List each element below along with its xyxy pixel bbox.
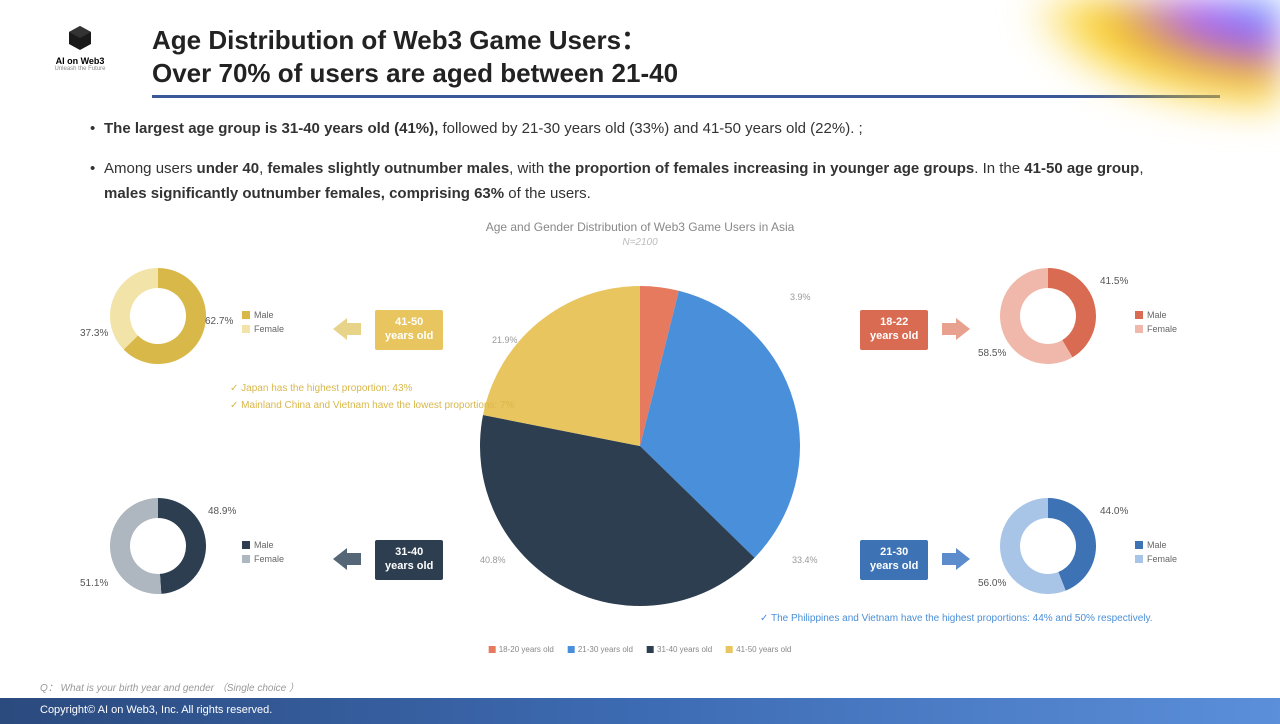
- pie-label-3: 40.8%: [480, 555, 506, 565]
- chart-subtitle: N=2100: [40, 237, 1240, 248]
- pie-label-2: 33.4%: [792, 555, 818, 565]
- chart-area: Age and Gender Distribution of Web3 Game…: [40, 220, 1240, 664]
- donut-21-30-male-label: 44.0%: [1100, 506, 1128, 517]
- donut-18-22-female-label: 58.5%: [978, 348, 1006, 359]
- donut-41-50-male-label: 62.7%: [205, 316, 233, 327]
- bullet-dot-icon: •: [90, 116, 104, 142]
- badge-18-22: 18-22years old: [860, 310, 928, 350]
- main-pie-chart: [480, 286, 800, 611]
- donut-31-40-female-label: 51.1%: [80, 578, 108, 589]
- badge-31-40: 31-40years old: [375, 540, 443, 580]
- logo-tagline: Unleash the Future: [40, 66, 120, 72]
- legend-41-50: Male Female: [242, 310, 284, 338]
- note-41-50: Japan has the highest proportion: 43% Ma…: [230, 380, 515, 414]
- bullet-1-bold: The largest age group is 31-40 years old…: [104, 120, 438, 137]
- footer-bar: Copyright© AI on Web3, Inc. All rights r…: [0, 698, 1280, 724]
- logo-text: AI on Web3: [40, 56, 120, 66]
- donut-41-50: [110, 268, 206, 369]
- donut-31-40-male-label: 48.9%: [208, 506, 236, 517]
- footer-copyright: Copyright© AI on Web3, Inc. All rights r…: [40, 704, 272, 716]
- pie-label-1: 3.9%: [790, 292, 811, 302]
- chart-title: Age and Gender Distribution of Web3 Game…: [40, 220, 1240, 234]
- legend-21-30: Male Female: [1135, 540, 1177, 568]
- donut-21-30: [1000, 498, 1096, 599]
- bullet-1-rest: followed by 21-30 years old (33%) and 41…: [438, 120, 862, 137]
- bullet-2: • Among users under 40, females slightly…: [90, 156, 1190, 207]
- badge-41-50: 41-50years old: [375, 310, 443, 350]
- logo: AI on Web3 Unleash the Future: [40, 24, 120, 72]
- decorative-gradient: [1020, 0, 1280, 120]
- note-21-30: The Philippines and Vietnam have the hig…: [760, 610, 1153, 627]
- donut-18-22-male-label: 41.5%: [1100, 276, 1128, 287]
- arrow-right-icon: [942, 548, 970, 575]
- arrow-left-icon: [333, 548, 361, 575]
- bottom-legend: 18-20 years old 21-30 years old 31-40 ye…: [489, 645, 792, 654]
- donut-41-50-female-label: 37.3%: [80, 328, 108, 339]
- pie-label-4: 21.9%: [492, 335, 518, 345]
- donut-31-40: [110, 498, 206, 599]
- arrow-left-icon: [333, 318, 361, 345]
- badge-21-30: 21-30years old: [860, 540, 928, 580]
- donut-18-22: [1000, 268, 1096, 369]
- logo-cube-icon: [40, 24, 120, 52]
- bullet-dot-icon: •: [90, 156, 104, 207]
- legend-18-22: Male Female: [1135, 310, 1177, 338]
- footer-question: Q： What is your birth year and gender （S…: [40, 679, 299, 694]
- donut-21-30-female-label: 56.0%: [978, 578, 1006, 589]
- arrow-right-icon: [942, 318, 970, 345]
- legend-31-40: Male Female: [242, 540, 284, 568]
